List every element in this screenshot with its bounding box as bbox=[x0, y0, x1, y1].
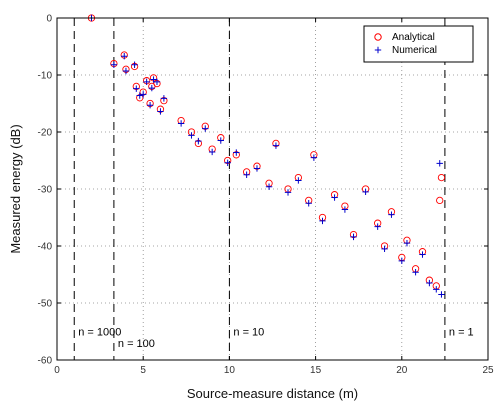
sample-count-label: n = 1000 bbox=[78, 327, 121, 339]
numerical-point bbox=[121, 52, 128, 60]
numerical-point bbox=[131, 61, 138, 68]
y-tick-label: -40 bbox=[38, 242, 53, 253]
numerical-point bbox=[253, 165, 261, 172]
sample-count-label: n = 10 bbox=[233, 327, 264, 339]
y-tick-label: -30 bbox=[38, 185, 53, 196]
numerical-point bbox=[233, 149, 240, 156]
numerical-point bbox=[122, 67, 130, 75]
numerical-point bbox=[265, 183, 273, 190]
numerical-point bbox=[319, 217, 326, 225]
numerical-point bbox=[224, 159, 231, 166]
numerical-point bbox=[310, 154, 318, 161]
numerical-point bbox=[331, 194, 338, 201]
numerical-point bbox=[433, 286, 440, 293]
sample-count-label: n = 1 bbox=[449, 327, 474, 339]
numerical-point bbox=[398, 257, 405, 265]
x-tick-label: 0 bbox=[54, 365, 60, 376]
grid-lines bbox=[57, 18, 488, 360]
numerical-point bbox=[177, 120, 185, 127]
sample-count-label: n = 100 bbox=[118, 338, 155, 350]
numerical-point bbox=[195, 137, 202, 145]
x-tick-label: 20 bbox=[396, 365, 408, 376]
numerical-point bbox=[157, 108, 164, 115]
numerical-point bbox=[412, 269, 419, 276]
legend-marker-analytical bbox=[374, 33, 382, 41]
y-tick-label: -50 bbox=[38, 299, 53, 310]
numerical-point bbox=[272, 142, 280, 149]
numerical-point bbox=[243, 171, 250, 178]
numerical-point bbox=[350, 233, 357, 241]
numerical-point bbox=[403, 239, 411, 247]
numerical-point bbox=[208, 148, 216, 156]
legend-box bbox=[363, 25, 474, 63]
axis-ticks: 0 5 10 15 20 25 0 -10 -20 -30 -40 -50 -60 bbox=[38, 14, 494, 377]
numerical-point bbox=[438, 291, 445, 298]
x-tick-label: 5 bbox=[140, 365, 146, 376]
sample-count-lines bbox=[73, 18, 446, 360]
x-tick-label: 10 bbox=[224, 365, 236, 376]
analytical-point bbox=[436, 196, 444, 205]
numerical-point bbox=[284, 189, 292, 196]
y-tick-label: -60 bbox=[38, 356, 53, 367]
legend: Analytical Numerical bbox=[363, 25, 474, 63]
numerical-point bbox=[426, 279, 433, 287]
y-tick-label: -20 bbox=[38, 128, 53, 139]
legend-marker-numerical bbox=[374, 46, 382, 54]
numerical-point bbox=[136, 92, 143, 99]
numerical-point bbox=[140, 91, 147, 98]
numerical-point bbox=[160, 95, 168, 102]
numerical-point bbox=[153, 78, 161, 86]
numerical-point bbox=[202, 125, 209, 132]
numerical-point bbox=[150, 76, 157, 83]
data-points bbox=[87, 14, 446, 298]
numerical-point bbox=[295, 177, 302, 184]
y-axis-title: Measured energy (dB) bbox=[8, 124, 23, 253]
analytical-point bbox=[437, 173, 446, 182]
numerical-point bbox=[374, 223, 381, 230]
numerical-point bbox=[188, 132, 195, 139]
numerical-point bbox=[436, 160, 443, 167]
legend-label-analytical: Analytical bbox=[392, 32, 435, 43]
numerical-point bbox=[143, 78, 150, 86]
numerical-point bbox=[388, 211, 395, 218]
numerical-point bbox=[110, 61, 118, 68]
numerical-point bbox=[146, 102, 154, 109]
numerical-point bbox=[305, 200, 312, 207]
numerical-point bbox=[217, 137, 224, 144]
numerical-point bbox=[148, 84, 156, 92]
y-tick-label: -10 bbox=[38, 71, 53, 82]
x-tick-label: 15 bbox=[310, 365, 322, 376]
legend-label-numerical: Numerical bbox=[392, 45, 437, 56]
x-tick-label: 25 bbox=[482, 365, 494, 376]
numerical-point bbox=[362, 188, 369, 196]
numerical-point bbox=[381, 245, 388, 253]
x-axis-title: Source-measure distance (m) bbox=[187, 386, 358, 401]
y-tick-label: 0 bbox=[46, 14, 52, 25]
numerical-point bbox=[133, 85, 140, 92]
numerical-point bbox=[341, 206, 349, 213]
numerical-point bbox=[419, 251, 426, 258]
